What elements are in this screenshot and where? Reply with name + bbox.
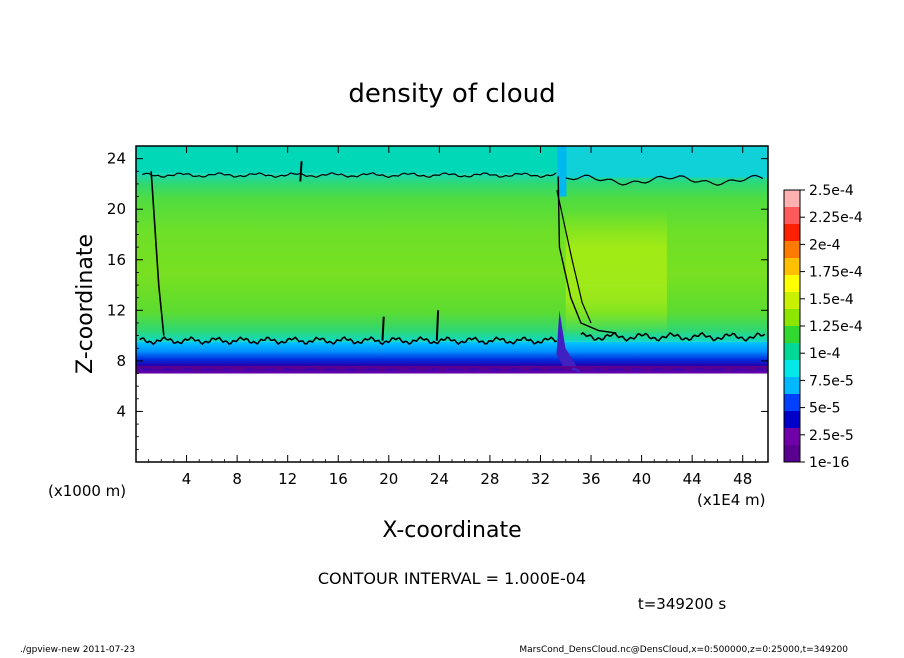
y-tick-label: 8 [116,352,126,370]
disturbance-column [557,146,567,197]
colorbar-swatch [784,275,800,293]
contour-base-left [139,336,558,346]
x-axis-label: X-coordinate [382,518,521,543]
y-tick-label: 24 [107,150,126,168]
base-edge [136,365,768,372]
colorbar-label: 7.5e-5 [809,373,854,389]
contour-lines [139,161,766,346]
x-tick-label: 36 [581,470,600,488]
colorbar-label: 2.5e-4 [809,183,854,199]
colorbar-label: 1e-16 [809,455,849,471]
x-unit-label: (x1E4 m) [697,491,766,509]
colorbar-swatch [784,360,800,378]
colorbar-swatch [784,377,800,395]
chart-title: density of cloud [348,79,555,109]
contour-disturbance-a [557,176,617,334]
contour-base-right [580,331,766,342]
contour-spike-1 [381,316,385,341]
colorbar-swatch [784,207,800,225]
y-tick-label: 4 [116,402,126,420]
colorbar-swatch [784,309,800,327]
main-cloud-band [136,173,768,342]
colorbar-label: 1.25e-4 [809,319,863,335]
x-tick-label: 40 [632,470,651,488]
colorbar-label: 2e-4 [809,237,841,253]
colorbar-swatch [784,190,800,208]
colorbar-swatch [784,326,800,344]
colorbar-label: 1e-4 [809,346,841,362]
x-tick-label: 12 [278,470,297,488]
z-unit-label: (x1000 m) [48,482,126,500]
colorbar-label: 1.5e-4 [809,292,854,308]
high-density-region [565,209,667,336]
x-axis: 4 8 12 16 20 24 28 32 36 40 44 48 [148,146,756,488]
colorbar-swatch [784,343,800,361]
x-tick-label: 28 [480,470,499,488]
contour-left-spike [150,171,165,336]
density-field [136,146,768,374]
x-tick-label: 4 [182,470,192,488]
contour-spike-2 [435,310,440,341]
x-tick-label: 32 [531,470,550,488]
y-tick-label: 16 [107,251,126,269]
colorbar-swatch [784,241,800,259]
contour-top-right [565,174,764,186]
colorbar-swatch [784,428,800,446]
x-tick-label: 44 [683,470,702,488]
colorbar-label: 2.5e-5 [809,428,854,444]
x-tick-label: 24 [430,470,449,488]
colorbar-label: 2.25e-4 [809,210,863,226]
y-axis: 4 8 12 16 20 24 [107,150,768,450]
contour-disturbance-b [556,190,592,324]
colorbar-label: 1.75e-4 [809,265,863,281]
footer-right: MarsCond_DensCloud.nc@DensCloud,x=0:5000… [519,645,848,654]
contour-top-left [142,172,557,179]
y-tick-label: 12 [107,301,126,319]
right-upper-layer [559,146,768,178]
plot-area [135,145,769,463]
y-tick-label: 20 [107,200,126,218]
colorbar-label: 5e-5 [809,401,840,417]
colorbar-swatch [784,292,800,310]
colorbar: 2.5e-4 2.25e-4 2e-4 1.75e-4 1.5e-4 1.25e-4 1e-… [783,183,863,471]
x-tick-label: 16 [329,470,348,488]
contour-interval: CONTOUR INTERVAL = 1.000E-04 [318,569,586,588]
contour-spike-0 [299,161,303,182]
x-tick-label: 48 [733,470,752,488]
x-tick-label: 20 [379,470,398,488]
colorbar-swatch [784,394,800,412]
x-tick-label: 8 [232,470,242,488]
disturbance-base [556,310,582,374]
time-label: t=349200 s [638,595,726,613]
footer-left: ./gpview-new 2011-07-23 [20,645,135,654]
colorbar-swatch [784,258,800,276]
colorbar-swatch [784,445,800,463]
y-axis-label: Z-coordinate [73,234,98,374]
colorbar-swatch [784,411,800,429]
colorbar-swatch [784,224,800,242]
